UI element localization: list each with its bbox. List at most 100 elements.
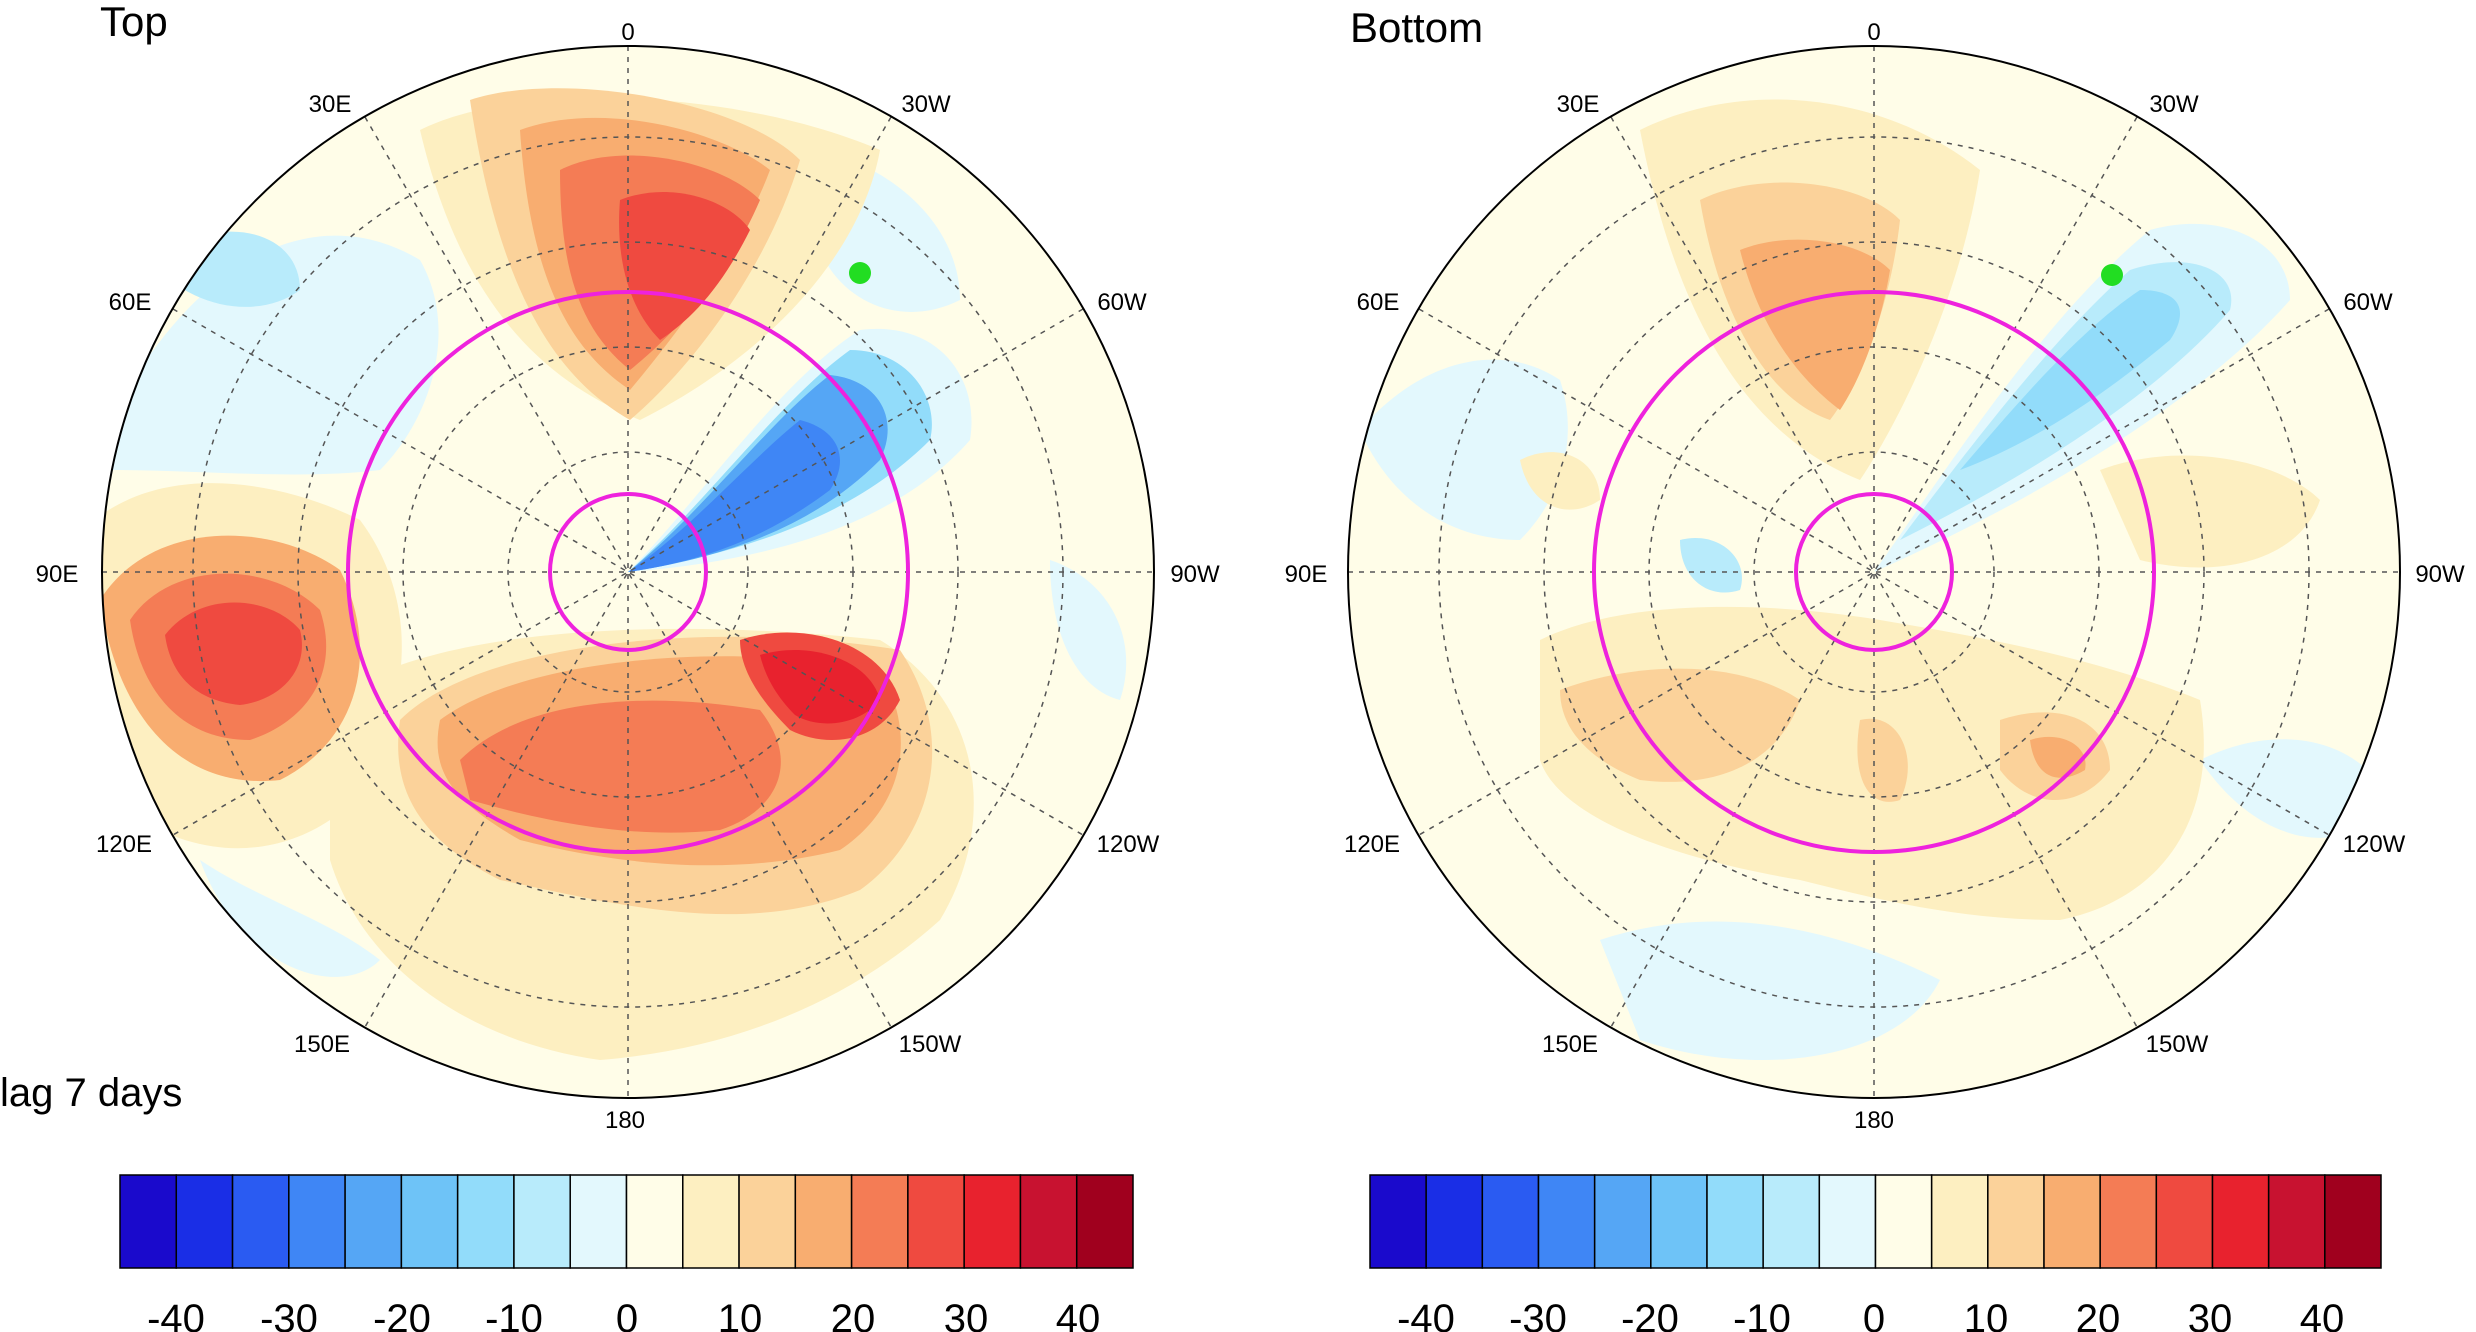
map-disc xyxy=(1347,45,2401,1099)
lon-label: 60E xyxy=(1357,289,1400,316)
colorbar-swatch xyxy=(1930,1174,1989,1269)
colorbar-tick: 30 xyxy=(944,1297,989,1332)
lon-label: 60W xyxy=(2343,289,2393,316)
colorbar-swatch xyxy=(2324,1174,2382,1269)
lon-label: 150W xyxy=(899,1031,962,1058)
colorbar-swatch xyxy=(1762,1174,1821,1269)
lon-label: 180 xyxy=(605,1107,645,1134)
colorbar-swatch xyxy=(175,1174,234,1269)
lon-label: 120W xyxy=(1097,831,1160,858)
anomaly-fields xyxy=(102,88,1127,1060)
colorbar-swatch xyxy=(2155,1174,2214,1269)
map-boundary xyxy=(1347,45,2401,1099)
lon-label: 150E xyxy=(294,1031,350,1058)
lon-label: 30E xyxy=(1557,91,1600,118)
colorbar-swatch xyxy=(1706,1174,1764,1269)
lon-label: 30W xyxy=(901,91,951,118)
colorbar-tick: 20 xyxy=(831,1297,876,1332)
colorbar-swatch xyxy=(1593,1174,1652,1269)
colorbar-tick: -30 xyxy=(1509,1297,1567,1332)
lon-label: 60E xyxy=(109,289,152,316)
lon-label: 120E xyxy=(96,831,152,858)
panel-title: Top xyxy=(100,0,168,45)
colorbar-swatch xyxy=(400,1174,459,1269)
colorbar-swatch xyxy=(625,1174,684,1269)
colorbar-tick: -20 xyxy=(1621,1297,1679,1332)
colorbar-swatch xyxy=(2211,1174,2270,1269)
colorbar-swatch xyxy=(1987,1174,2045,1269)
lon-label: 30W xyxy=(2149,91,2199,118)
station-marker xyxy=(849,262,871,284)
lon-label: 150W xyxy=(2146,1031,2209,1058)
colorbar-tick: -20 xyxy=(373,1297,431,1332)
colorbar-swatch xyxy=(119,1174,178,1269)
colorbar-swatch xyxy=(1818,1174,1877,1269)
lon-label: 90W xyxy=(1170,561,1220,588)
colorbar-swatch xyxy=(456,1174,515,1269)
colorbar-tick: -40 xyxy=(1397,1297,1455,1332)
colorbar-tick-labels: -40 -30 -20 -10 0 10 20 30 40 xyxy=(147,1297,1100,1332)
colorbar-swatch xyxy=(963,1174,1022,1269)
colorbar-tick: 10 xyxy=(1964,1297,2009,1332)
colorbar-swatch xyxy=(288,1174,346,1269)
colorbar-swatch xyxy=(1369,1174,1427,1269)
colorbar-swatch xyxy=(907,1174,965,1269)
colorbar-tick: -10 xyxy=(1733,1297,1791,1332)
colorbar-swatch xyxy=(569,1174,628,1269)
colorbar-tick: 40 xyxy=(1056,1297,1101,1332)
inner-reference-circle xyxy=(548,492,708,652)
colorbar-tick: 30 xyxy=(2188,1297,2233,1332)
colorbar-tick: 0 xyxy=(616,1297,638,1332)
map-panel-top: Top xyxy=(0,0,1220,1332)
colorbar-tick: 20 xyxy=(2076,1297,2121,1332)
colorbar-tick: 10 xyxy=(718,1297,763,1332)
colorbar-swatch xyxy=(1650,1174,1708,1269)
colorbar-tick-labels: -40 -30 -20 -10 0 10 20 30 40 xyxy=(1397,1297,2344,1332)
lon-label: 0 xyxy=(1867,19,1880,46)
lon-label: 30E xyxy=(309,91,352,118)
colorbar-tick: -30 xyxy=(260,1297,318,1332)
colorbar-swatch xyxy=(1874,1174,1933,1269)
colorbar-tick: 0 xyxy=(1863,1297,1885,1332)
colorbar-swatch xyxy=(2099,1174,2158,1269)
lon-label: 150E xyxy=(1542,1031,1598,1058)
colorbar-tick: 40 xyxy=(2300,1297,2345,1332)
map-boundary xyxy=(101,45,1155,1099)
colorbar xyxy=(1369,1174,2382,1269)
colorbar-swatch xyxy=(344,1174,403,1269)
outer-reference-circle xyxy=(1592,290,2156,854)
colorbar-swatch xyxy=(682,1174,740,1269)
colorbar-swatch xyxy=(2267,1174,2326,1269)
graticule xyxy=(102,46,1154,1098)
inner-reference-circle xyxy=(1794,492,1954,652)
colorbar-swatch xyxy=(1481,1174,1540,1269)
lon-label: 90W xyxy=(2415,561,2465,588)
lon-label: 90E xyxy=(1285,561,1328,588)
panel-title: Bottom xyxy=(1350,4,1483,51)
outer-reference-circle xyxy=(346,290,910,854)
map-panel-bottom: Bottom xyxy=(1285,4,2465,1332)
colorbar-swatch xyxy=(2043,1174,2101,1269)
map-disc xyxy=(101,45,1155,1099)
station-marker xyxy=(2101,264,2123,286)
colorbar-swatch xyxy=(1537,1174,1596,1269)
lon-label: 120W xyxy=(2343,831,2406,858)
colorbar-swatch xyxy=(1019,1174,1078,1269)
colorbar-swatch xyxy=(1425,1174,1484,1269)
lon-label: 90E xyxy=(36,561,79,588)
colorbar-tick: -10 xyxy=(485,1297,543,1332)
lon-label: 60W xyxy=(1097,289,1147,316)
longitude-labels: 0 30W 60W 90W 120W 150W 180 150E 120E 90… xyxy=(36,19,1220,1134)
colorbar-swatch xyxy=(231,1174,290,1269)
colorbar-swatch xyxy=(850,1174,909,1269)
anomaly-fields xyxy=(1360,99,2390,1060)
longitude-labels: 0 30W 60W 90W 120W 150W 180 150E 120E 90… xyxy=(1285,19,2465,1134)
lon-label: 0 xyxy=(621,19,634,46)
colorbar-swatch xyxy=(794,1174,853,1269)
colorbar-swatch xyxy=(513,1174,571,1269)
colorbar-swatch xyxy=(738,1174,797,1269)
colorbar xyxy=(119,1174,1134,1269)
lon-label: 180 xyxy=(1854,1107,1894,1134)
colorbar-swatch xyxy=(1075,1174,1134,1269)
